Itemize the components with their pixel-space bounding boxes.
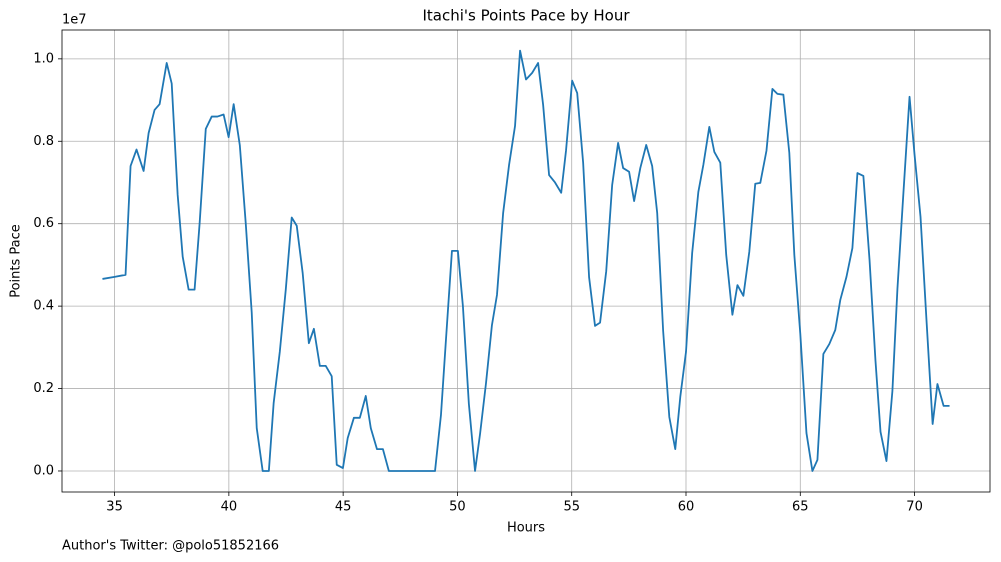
x-tick-label: 60 (678, 500, 695, 515)
x-tick-label: 50 (449, 500, 466, 515)
chart-title: Itachi's Points Pace by Hour (422, 7, 630, 25)
y-tick-label: 0.6 (33, 216, 54, 231)
plot-frame (61, 29, 991, 493)
x-tick-label: 70 (906, 500, 923, 515)
x-tick-label: 65 (792, 500, 809, 515)
y-tick-label: 0.2 (33, 381, 54, 396)
x-tick-label: 45 (335, 500, 352, 515)
axis-offset: 1e7 (62, 13, 87, 28)
y-tick-label: 0.4 (33, 299, 54, 314)
y-tick-label: 0.8 (33, 134, 54, 149)
x-tick-label: 35 (106, 500, 123, 515)
x-tick-label: 40 (221, 500, 238, 515)
data-line (102, 49, 950, 472)
y-tick-label: 1.0 (33, 51, 54, 66)
x-tick-label: 55 (563, 500, 580, 515)
y-tick-label: 0.0 (33, 463, 54, 478)
footnote: Author's Twitter: @polo51852166 (62, 539, 279, 554)
y-axis-label: Points Pace (9, 224, 24, 298)
x-axis-label: Hours (507, 521, 545, 536)
